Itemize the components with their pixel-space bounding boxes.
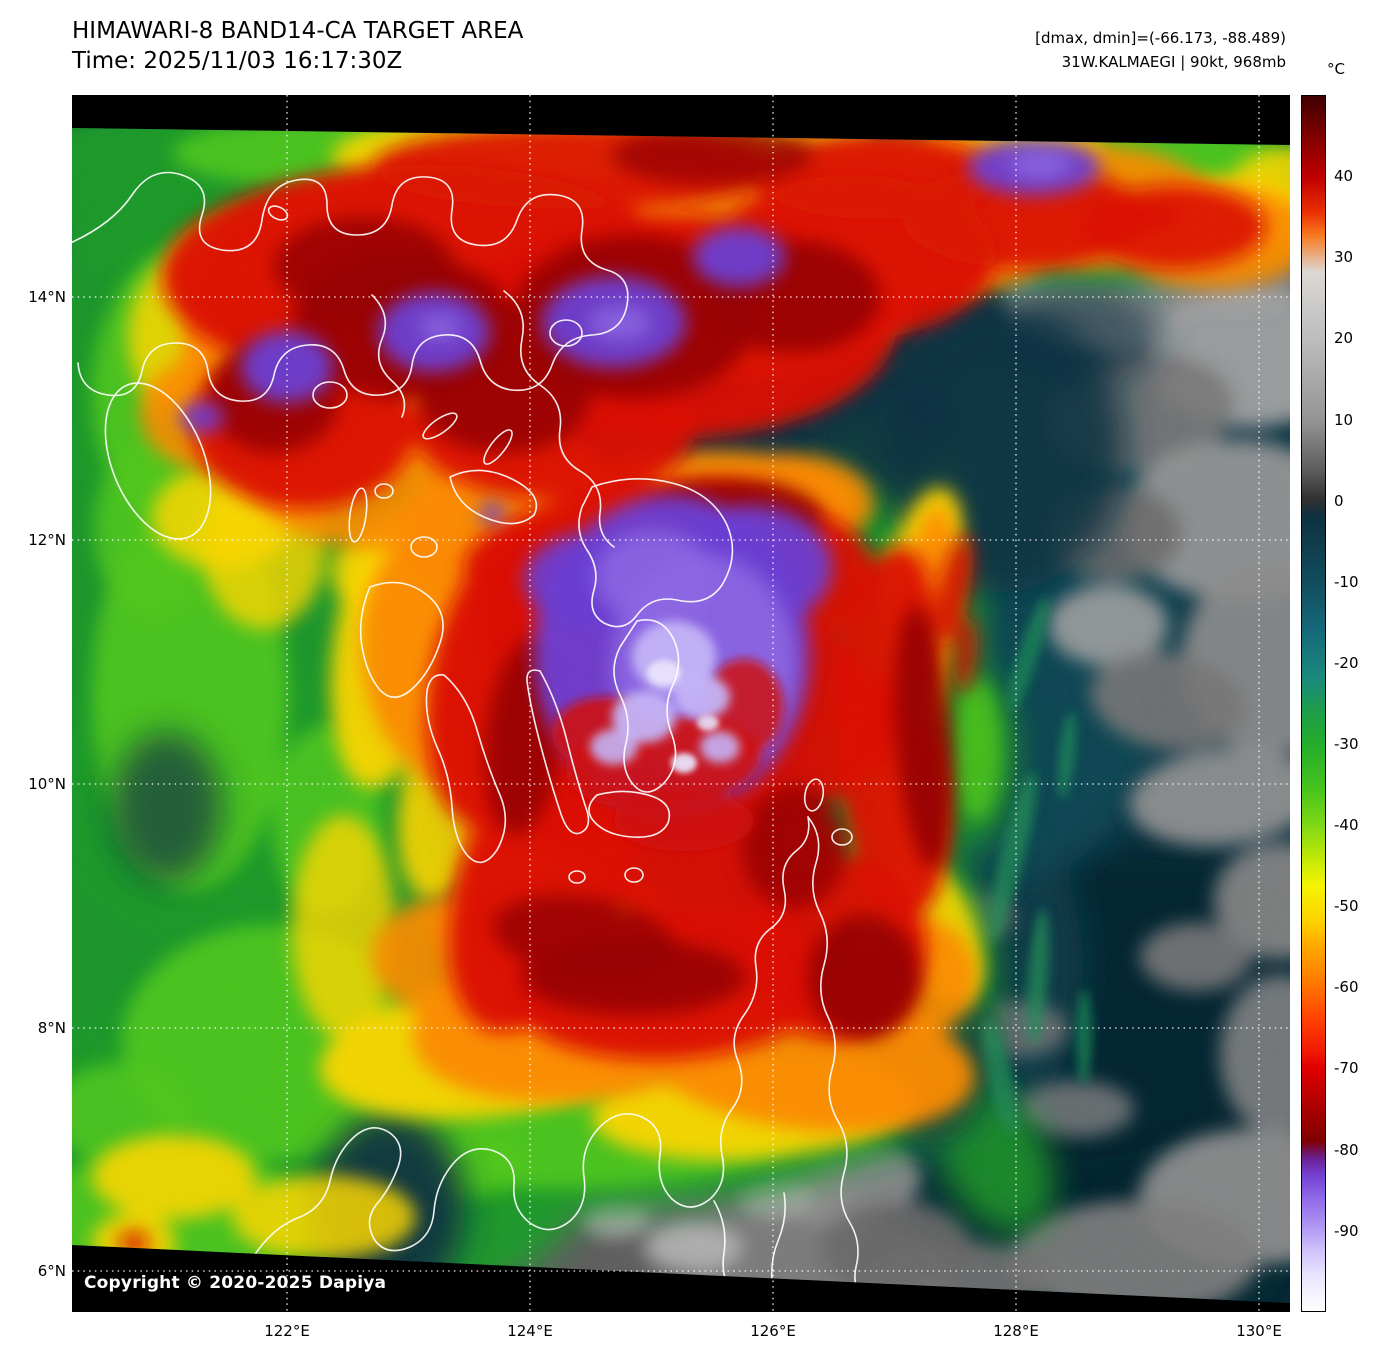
timestamp-label: Time: 2025/11/03 16:17:30Z [72,48,403,74]
lat-tick-label: 8°N [37,1019,66,1037]
colorbar-tick: 20 [1334,329,1354,347]
lon-tick-label: 124°E [507,1322,553,1340]
lat-tick-label: 6°N [37,1262,66,1280]
lon-tick-label: 122°E [264,1322,310,1340]
colorbar-tick: 30 [1334,248,1354,266]
colorbar-tick: -30 [1334,735,1359,753]
satellite-map: Copyright © 2020-2025 Dapiya [72,95,1290,1312]
lon-tick-label: 130°E [1236,1322,1282,1340]
colorbar-tick: 0 [1334,492,1344,510]
lat-tick-label: 12°N [28,531,66,549]
copyright-label: Copyright © 2020-2025 Dapiya [84,1273,387,1293]
page-title: HIMAWARI-8 BAND14-CA TARGET AREA [72,18,524,44]
lat-tick-label: 10°N [28,775,66,793]
colorbar [1301,95,1326,1312]
colorbar-tick: 40 [1334,167,1354,185]
lon-tick-label: 126°E [750,1322,796,1340]
grid-lines [72,95,1290,1312]
scan-area [72,128,1290,1303]
colorbar-tick: -70 [1334,1059,1359,1077]
dmax-dmin-label: [dmax, dmin]=(-66.173, -88.489) [1035,29,1286,47]
lat-tick-label: 14°N [28,288,66,306]
colorbar-tick: 10 [1334,411,1354,429]
colorbar-tick: -40 [1334,816,1359,834]
colorbar-tick: -50 [1334,897,1359,915]
satellite-image [72,95,1290,1312]
colorbar-tick: -60 [1334,978,1359,996]
colorbar-tick: -20 [1334,654,1359,672]
colorbar-unit-label: °C [1327,60,1345,78]
colorbar-tick: -10 [1334,573,1359,591]
annotation-block: [dmax, dmin]=(-66.173, -88.489) 31W.KALM… [800,26,1286,74]
lon-tick-label: 128°E [993,1322,1039,1340]
coastlines [72,171,863,1303]
colorbar-tick: -80 [1334,1141,1359,1159]
storm-info-label: 31W.KALMAEGI | 90kt, 968mb [1061,53,1286,71]
noise-overlay-dark [72,128,1290,1303]
colorbar-tick: -90 [1334,1222,1359,1240]
